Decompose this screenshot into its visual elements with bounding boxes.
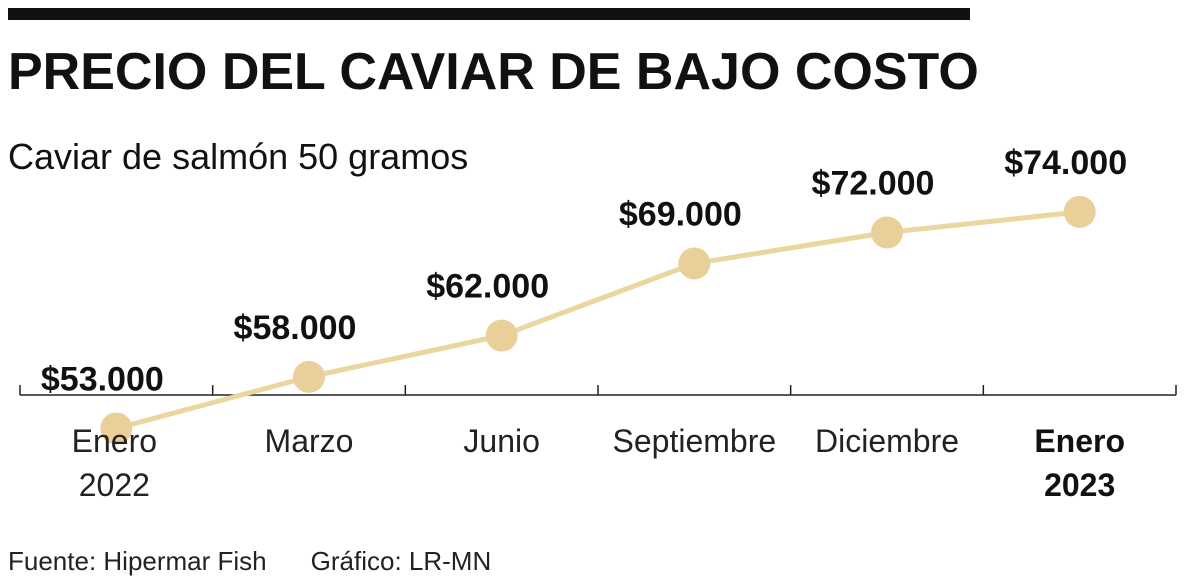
chart-subtitle: Caviar de salmón 50 gramos (8, 136, 469, 177)
source-text: Fuente: Hipermar Fish (8, 546, 267, 576)
chart-title: PRECIO DEL CAVIAR DE BAJO COSTO (8, 43, 979, 101)
data-point (100, 412, 133, 445)
data-point (871, 216, 903, 249)
data-label: $74.000 (1004, 144, 1127, 182)
x-tick-label: Enero 2023 (1034, 423, 1125, 503)
credit-text: Gráfico: LR-MN (310, 546, 492, 576)
line-chart: $53.000 $58.000 $62.000 $69.000 $72.000 $74.0… (19, 144, 1177, 503)
data-label: $58.000 (234, 309, 357, 347)
source-line: Fuente: Hipermar Fish Gráfico: LR-MN (8, 546, 491, 577)
data-label: $62.000 (426, 268, 549, 306)
data-label: $53.000 (41, 360, 164, 398)
data-point (1063, 195, 1096, 228)
x-tick-label: Marzo (265, 423, 354, 459)
x-tick-label: Enero 2022 (72, 423, 157, 503)
data-point (293, 360, 325, 393)
data-label: $69.000 (619, 195, 742, 233)
data-label: $72.000 (812, 165, 935, 203)
data-point (485, 319, 518, 352)
top-rule (8, 8, 970, 20)
x-tick-label: Diciembre (815, 423, 959, 459)
x-tick-label: Junio (463, 423, 540, 459)
x-tick-label: Septiembre (613, 423, 777, 459)
series-line (115, 209, 1080, 431)
data-point (678, 247, 711, 280)
